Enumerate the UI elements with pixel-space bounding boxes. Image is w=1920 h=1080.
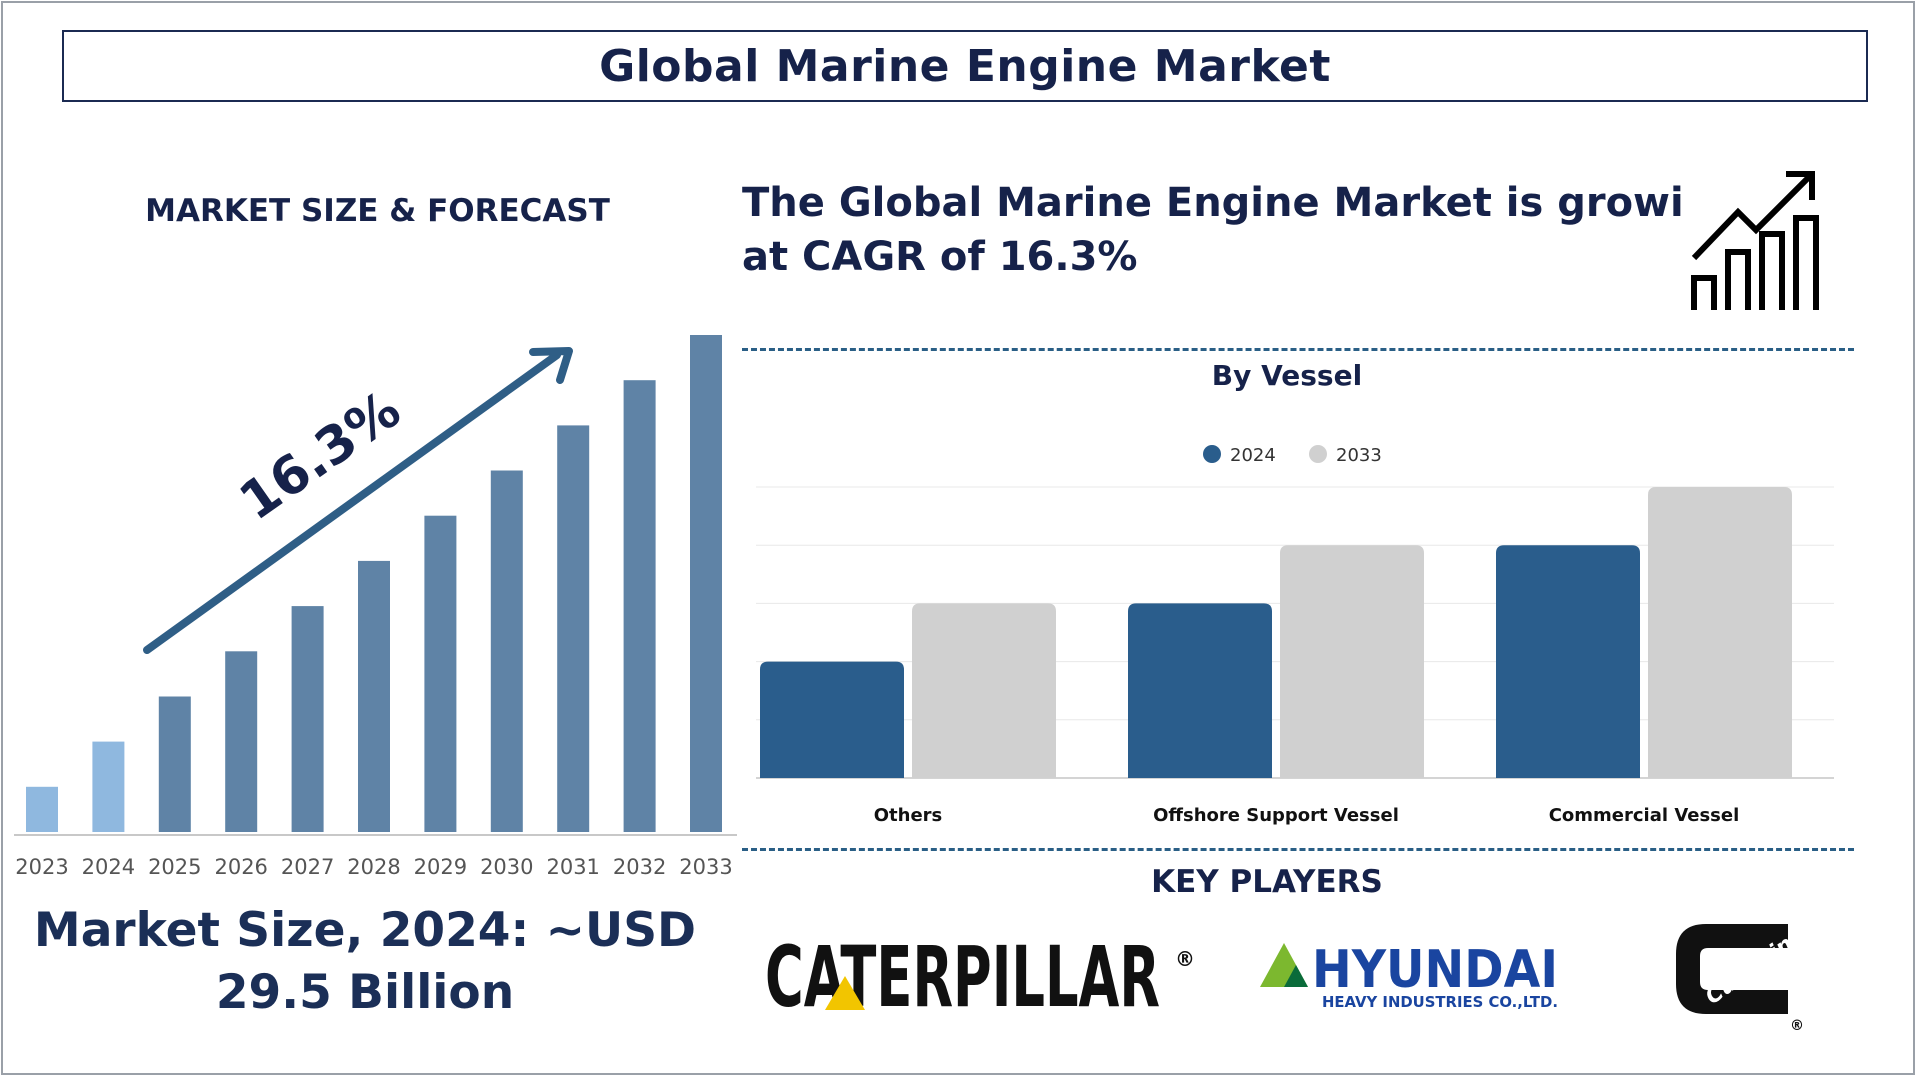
forecast-tick-2031: 2031: [546, 855, 599, 879]
hyundai-subtitle: HEAVY INDUSTRIES CO.,LTD.: [1322, 993, 1558, 1011]
growth-line-2: at CAGR of 16.3%: [742, 234, 1138, 280]
market-size-callout: Market Size, 2024: ~USD 29.5 Billion: [20, 900, 710, 1024]
forecast-bars: [26, 335, 722, 832]
divider-top: [742, 348, 1854, 351]
cummins-logo: Cummins ®: [1676, 924, 1809, 1034]
cummins-emblem: [1676, 924, 1788, 1014]
key-players-heading: KEY PLAYERS: [1151, 864, 1383, 900]
vessel-category-labels: Others Offshore Support Vessel Commercial …: [874, 805, 1740, 826]
legend-swatch-2033: [1309, 445, 1327, 463]
forecast-tick-2029: 2029: [414, 855, 467, 879]
growth-statement: The Global Marine Engine Market is growi…: [742, 176, 1682, 286]
forecast-tick-2032: 2032: [613, 855, 666, 879]
forecast-tick-2024: 2024: [82, 855, 135, 879]
page-title: Global Marine Engine Market: [599, 40, 1331, 92]
hyundai-logo: HYUNDAI HEAVY INDUSTRIES CO.,LTD.: [1260, 940, 1558, 1011]
vessel-category-others: Others: [874, 805, 943, 826]
hyundai-wordmark: HYUNDAI: [1312, 940, 1558, 1000]
forecast-tick-2028: 2028: [347, 855, 400, 879]
vessel-bar-offshore-support-vessel-2033: [1280, 545, 1424, 778]
vessel-bar-offshore-support-vessel-2024: [1128, 603, 1272, 778]
by-vessel-chart: By Vessel 2024 2033 Others Offshore Suppo…: [756, 359, 1834, 826]
market-size-line-1: Market Size, 2024: ~USD: [33, 903, 697, 958]
forecast-bar-2028: [358, 560, 390, 832]
vessel-bar-commercial-vessel-2033: [1648, 487, 1792, 778]
legend-label-2033: 2033: [1336, 445, 1382, 466]
forecast-bar-2033: [690, 335, 722, 832]
caterpillar-logo: CATERPILLAR ®: [765, 930, 1195, 1020]
forecast-bar-2027: [291, 606, 324, 832]
forecast-bar-2030: [490, 470, 523, 832]
market-size-line-2: 29.5 Billion: [215, 965, 515, 1020]
caterpillar-wordmark: CATERPILLAR: [765, 930, 1160, 1020]
forecast-bar-2023: [26, 786, 58, 832]
forecast-bar-2024: [92, 741, 125, 832]
cagr-annotation: 16.3%: [229, 380, 411, 533]
forecast-tick-2023: 2023: [15, 855, 68, 879]
caterpillar-registered-mark: ®: [1175, 947, 1195, 971]
bar-chart-trend-up-icon: [1691, 171, 1819, 310]
legend-swatch-2024: [1203, 445, 1221, 463]
vessel-bar-commercial-vessel-2024: [1496, 545, 1640, 778]
forecast-tick-2027: 2027: [281, 855, 334, 879]
forecast-bar-2029: [424, 515, 457, 832]
forecast-bar-2026: [225, 651, 258, 832]
forecast-heading: MARKET SIZE & FORECAST: [145, 193, 610, 229]
legend-label-2024: 2024: [1230, 445, 1276, 466]
vessel-bar-others-2024: [760, 661, 904, 778]
vessel-bars: [760, 487, 1792, 778]
divider-bottom: [742, 848, 1854, 851]
hyundai-triangle-dark: [1284, 965, 1308, 987]
market-forecast-chart: 2023 2024 2025 2026 2027 2028 2029 2030 2031 2032…: [14, 335, 737, 879]
growth-arrow-head: [529, 347, 573, 384]
growth-line-1: The Global Marine Engine Market is growi…: [742, 180, 1682, 226]
vessel-category-offshore-support-vessel: Offshore Support Vessel: [1153, 805, 1399, 826]
forecast-tick-labels: 2023 2024 2025 2026 2027 2028 2029 2030 2031 2032…: [15, 855, 732, 879]
forecast-tick-2026: 2026: [214, 855, 267, 879]
forecast-tick-2033: 2033: [679, 855, 732, 879]
title-banner: Global Marine Engine Market: [62, 30, 1868, 102]
forecast-tick-2025: 2025: [148, 855, 201, 879]
forecast-bar-2032: [623, 380, 656, 832]
vessel-chart-title: By Vessel: [1212, 359, 1362, 392]
forecast-bar-2025: [158, 696, 191, 832]
vessel-legend: 2024 2033: [1203, 445, 1382, 466]
forecast-bar-2031: [557, 425, 590, 832]
caterpillar-triangle: [825, 976, 865, 1010]
vessel-bar-others-2033: [912, 603, 1056, 778]
forecast-tick-2030: 2030: [480, 855, 533, 879]
vessel-category-commercial-vessel: Commercial Vessel: [1549, 805, 1740, 826]
cummins-registered-mark: ®: [1790, 1018, 1804, 1034]
growth-arrow-shaft: [143, 351, 561, 654]
